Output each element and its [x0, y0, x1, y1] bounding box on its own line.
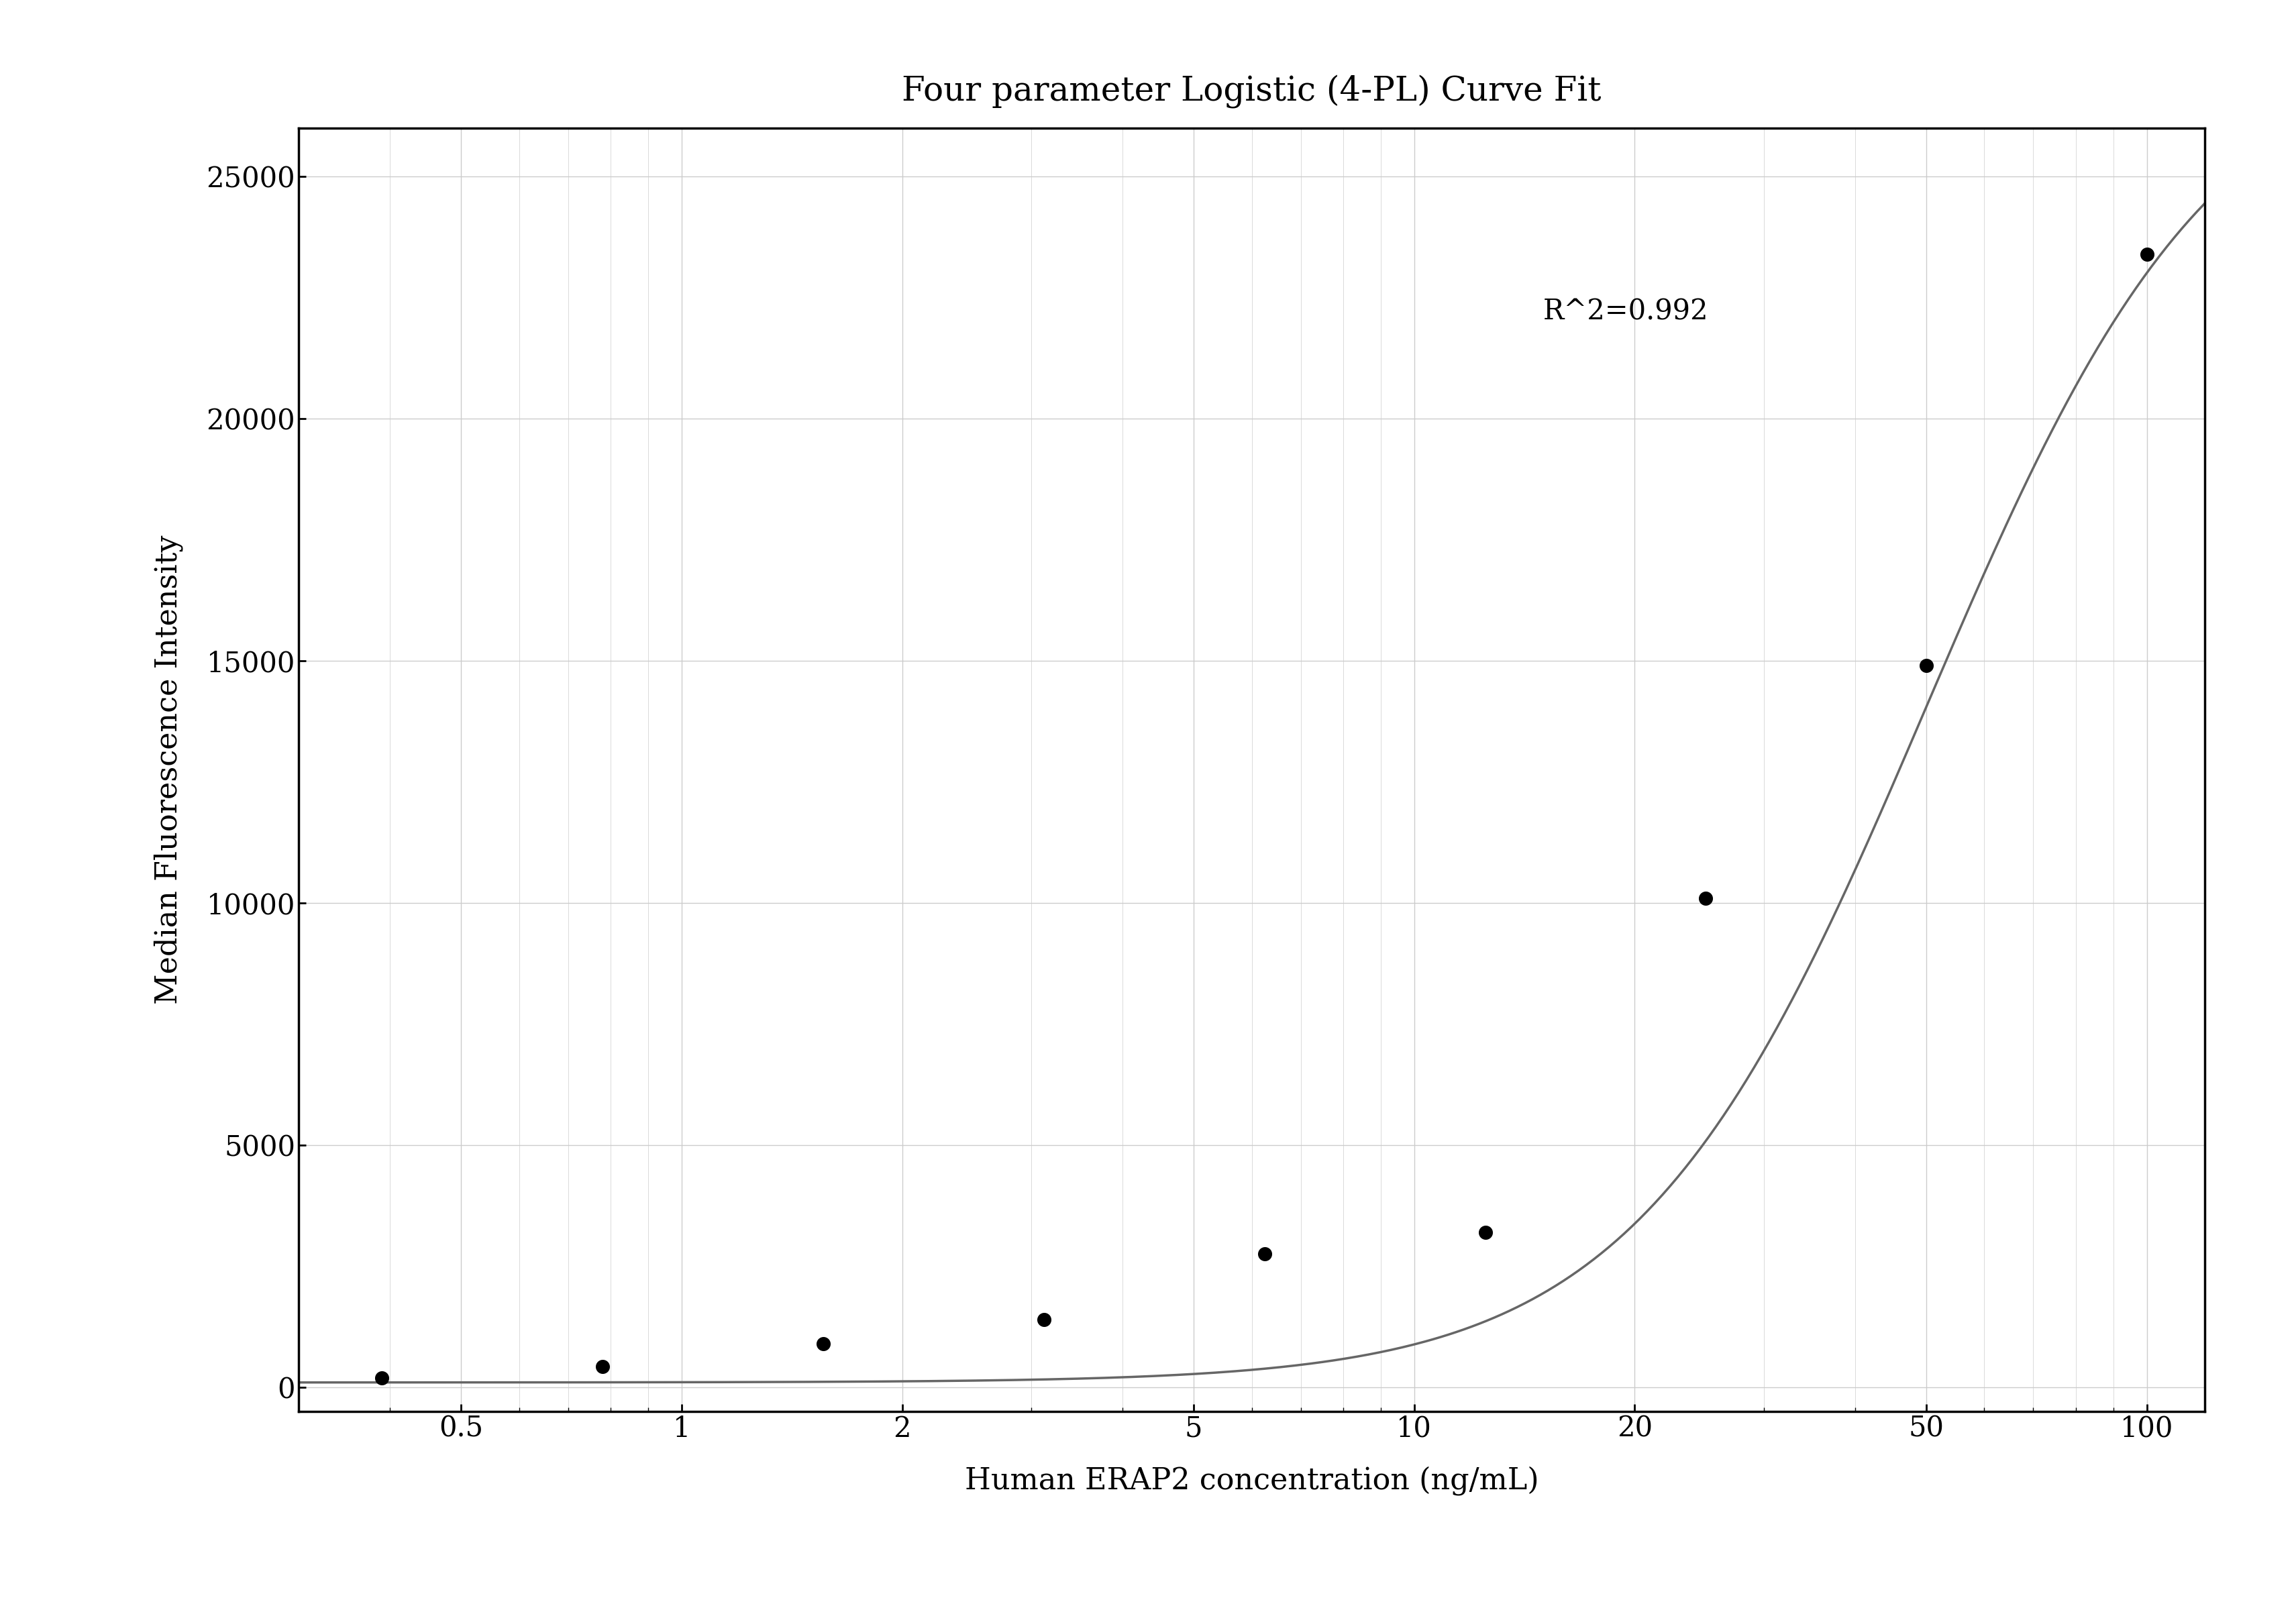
Point: [1247, 1241, 1283, 1267]
Point: [1026, 1307, 1063, 1333]
Point: [1908, 653, 1945, 678]
Point: [363, 1365, 400, 1391]
Point: [1467, 1219, 1504, 1245]
Title: Four parameter Logistic (4-PL) Curve Fit: Four parameter Logistic (4-PL) Curve Fit: [902, 74, 1600, 107]
Text: R^2=0.992: R^2=0.992: [1543, 298, 1708, 326]
Point: [1688, 885, 1724, 911]
Point: [2128, 241, 2165, 266]
Point: [804, 1331, 840, 1357]
X-axis label: Human ERAP2 concentration (ng/mL): Human ERAP2 concentration (ng/mL): [964, 1466, 1538, 1495]
Y-axis label: Median Fluorescence Intensity: Median Fluorescence Intensity: [154, 536, 184, 1004]
Point: [583, 1354, 620, 1379]
